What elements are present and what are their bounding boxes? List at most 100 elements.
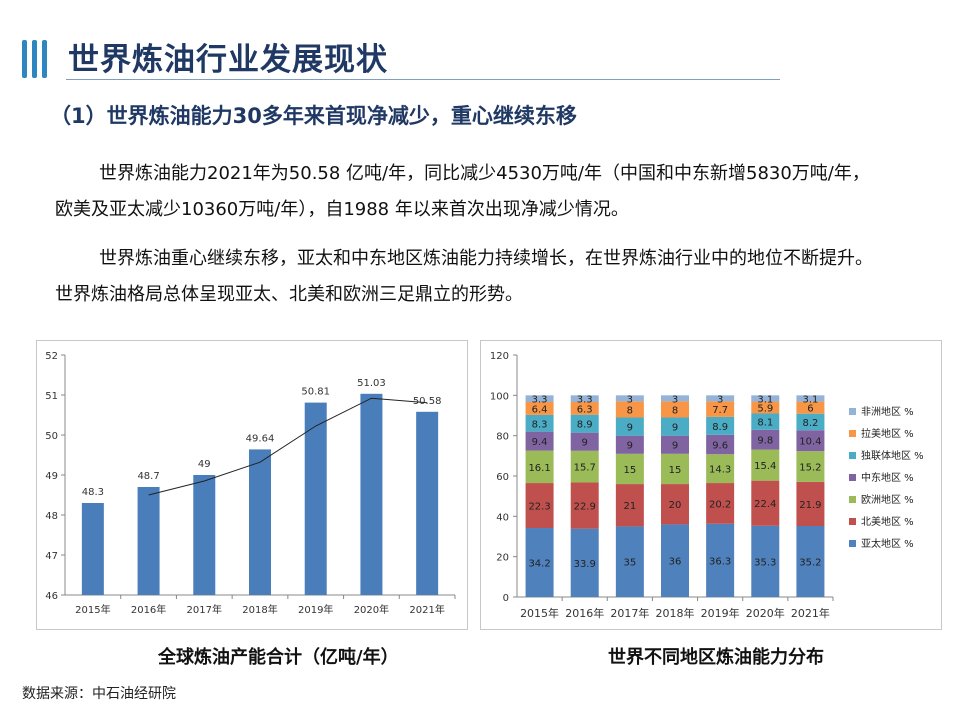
segment-data-label: 35 bbox=[623, 558, 636, 569]
capacity-bar bbox=[249, 449, 271, 595]
stack-segment bbox=[661, 484, 689, 525]
stack-segment bbox=[615, 435, 644, 454]
stack-segment bbox=[525, 401, 554, 415]
stack-segment bbox=[570, 401, 599, 415]
paragraph-eastward-shift: 世界炼油重心继续东移，亚太和中东地区炼油能力持续增长，在世界炼油行业中的地位不断… bbox=[55, 248, 873, 305]
y-tick-label: 0 bbox=[503, 593, 509, 604]
stack-segment bbox=[570, 395, 599, 402]
segment-data-label: 20.2 bbox=[709, 499, 731, 510]
stack-segment bbox=[796, 451, 825, 482]
segment-data-label: 8.3 bbox=[532, 419, 548, 430]
bar-data-label: 50.81 bbox=[301, 387, 330, 398]
legend-swatch bbox=[849, 430, 856, 437]
stack-segment bbox=[615, 453, 644, 485]
stack-segment bbox=[661, 524, 689, 597]
stack-segment bbox=[751, 449, 780, 481]
y-tick-label: 52 bbox=[45, 351, 58, 362]
x-tick-label: 2018年 bbox=[242, 603, 277, 616]
x-tick-label: 2021年 bbox=[409, 603, 444, 616]
y-tick-label: 46 bbox=[45, 591, 58, 602]
x-tick-label: 2020年 bbox=[746, 606, 785, 620]
segment-data-label: 9 bbox=[672, 423, 678, 434]
bar-data-label: 49.64 bbox=[246, 433, 275, 444]
title-accent-icon bbox=[22, 40, 60, 80]
y-tick-label: 80 bbox=[496, 432, 509, 443]
segment-data-label: 6 bbox=[807, 404, 813, 415]
segment-data-label: 15.7 bbox=[574, 463, 596, 474]
stack-segment bbox=[661, 435, 689, 454]
segment-data-label: 9.8 bbox=[757, 436, 773, 447]
segment-data-label: 9 bbox=[672, 441, 678, 452]
stack-segment bbox=[615, 395, 644, 402]
y-tick-label: 40 bbox=[496, 512, 509, 523]
stack-segment bbox=[661, 417, 689, 436]
stack-segment bbox=[796, 430, 825, 452]
x-tick-label: 2020年 bbox=[354, 603, 389, 616]
segment-data-label: 3 bbox=[717, 394, 723, 405]
y-tick-label: 60 bbox=[496, 472, 509, 483]
stack-segment bbox=[570, 450, 599, 483]
stack-segment bbox=[751, 395, 780, 402]
paragraph-capacity: 世界炼油能力2021年为50.58 亿吨/年，同比减少4530万吨/年（中国和中… bbox=[55, 163, 870, 220]
segment-data-label: 7.7 bbox=[712, 405, 728, 416]
segment-data-label: 22.4 bbox=[754, 499, 776, 510]
segment-data-label: 9.6 bbox=[712, 441, 728, 452]
x-tick-label: 2019年 bbox=[298, 603, 333, 616]
capacity-bar bbox=[416, 411, 439, 595]
segment-data-label: 16.1 bbox=[528, 463, 550, 474]
segment-data-label: 20 bbox=[669, 500, 682, 511]
segment-data-label: 9 bbox=[627, 423, 633, 434]
segment-data-label: 15 bbox=[623, 465, 636, 476]
legend-label: 拉美地区 % bbox=[861, 427, 914, 440]
capacity-bar-chart: 46 47 48 49 50 51 52 48.3 2015年 48.7 2016年 49 2017年 4… bbox=[45, 351, 456, 616]
region-chart-panel: 0 20 40 60 80 100 120 34.2 22.3 16.1 9.4 8.3 6.4 3.3 2… bbox=[480, 340, 942, 630]
segment-data-label: 8.9 bbox=[577, 420, 593, 431]
y-tick-label: 49 bbox=[45, 471, 58, 482]
segment-data-label: 3.3 bbox=[532, 395, 548, 406]
legend-swatch bbox=[849, 496, 856, 503]
segment-data-label: 3 bbox=[627, 394, 633, 405]
segment-data-label: 14.3 bbox=[709, 465, 731, 476]
legend-swatch bbox=[849, 408, 856, 415]
stack-segment bbox=[751, 401, 780, 414]
segment-data-label: 3.1 bbox=[757, 394, 773, 405]
legend-swatch bbox=[849, 452, 856, 459]
bar-data-label: 51.03 bbox=[357, 378, 386, 389]
segment-data-label: 9 bbox=[627, 441, 633, 452]
stack-segment bbox=[796, 401, 825, 414]
stack-segment bbox=[525, 395, 554, 402]
y-tick-label: 100 bbox=[490, 391, 509, 402]
legend-swatch bbox=[849, 540, 856, 547]
segment-data-label: 15.2 bbox=[799, 463, 821, 474]
segment-data-label: 21.9 bbox=[799, 500, 821, 511]
stack-segment bbox=[706, 416, 735, 435]
segment-data-label: 15.4 bbox=[754, 461, 776, 472]
capacity-bar bbox=[81, 503, 104, 595]
legend-swatch bbox=[849, 518, 856, 525]
segment-data-label: 10.4 bbox=[799, 437, 821, 448]
y-tick-label: 120 bbox=[490, 351, 509, 362]
stack-segment bbox=[525, 528, 554, 597]
stack-segment bbox=[706, 434, 735, 455]
stack-segment bbox=[661, 453, 689, 485]
x-tick-label: 2016年 bbox=[565, 606, 604, 620]
segment-data-label: 8 bbox=[627, 405, 633, 416]
stack-segment bbox=[525, 450, 554, 484]
segment-data-label: 3.3 bbox=[577, 395, 593, 406]
stack-segment bbox=[615, 401, 644, 418]
segment-data-label: 33.9 bbox=[574, 559, 596, 570]
legend-label: 非洲地区 % bbox=[861, 405, 914, 418]
stack-segment bbox=[751, 480, 780, 526]
y-tick-label: 50 bbox=[45, 431, 58, 442]
stack-segment bbox=[570, 482, 599, 529]
stack-segment bbox=[661, 401, 689, 418]
region-stacked-bar-chart: 02040608010012034.222.316.19.48.36.43.32… bbox=[490, 351, 924, 620]
x-tick-label: 2016年 bbox=[131, 603, 166, 616]
x-tick-label: 2021年 bbox=[791, 606, 830, 620]
stack-segment bbox=[706, 401, 735, 417]
segment-data-label: 6.4 bbox=[532, 404, 548, 415]
segment-data-label: 36.3 bbox=[709, 556, 731, 567]
capacity-bar bbox=[193, 475, 216, 595]
bar-data-label: 48.3 bbox=[82, 487, 104, 498]
segment-data-label: 34.2 bbox=[528, 559, 550, 570]
